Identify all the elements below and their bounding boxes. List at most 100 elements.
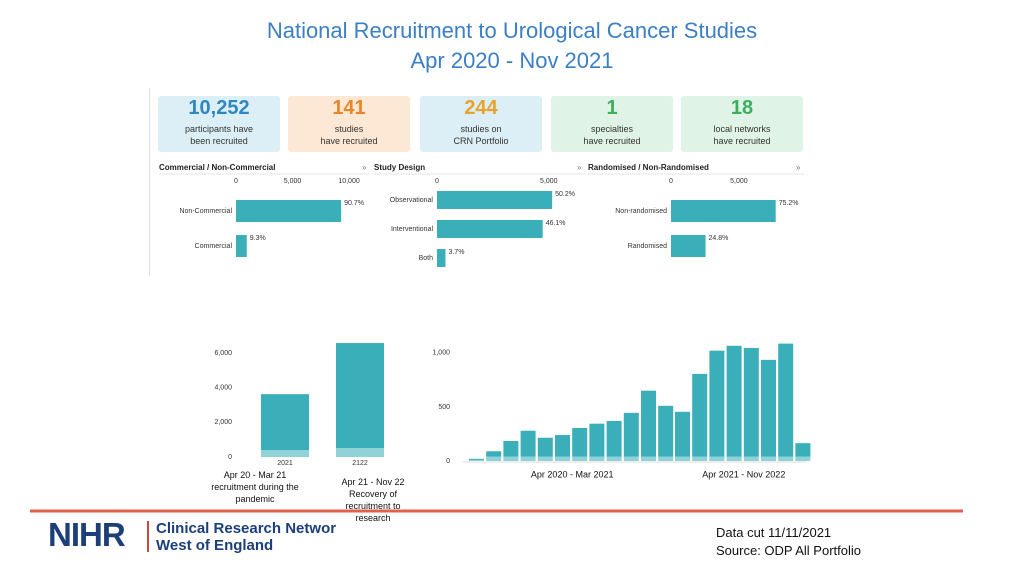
bar-segment bbox=[658, 405, 674, 457]
chevron: » bbox=[577, 163, 582, 172]
value-label: 50.2% bbox=[555, 191, 575, 198]
category-label: Both bbox=[419, 255, 434, 262]
kpi-label: local networks have recruited bbox=[713, 124, 771, 146]
kpi-label: specialties have recruited bbox=[583, 124, 641, 146]
kpi-label: studies on CRN Portfolio bbox=[453, 124, 509, 146]
bar-segment bbox=[572, 428, 588, 457]
category-label: Observational bbox=[390, 197, 434, 204]
kpi-label: studies have recruited bbox=[320, 124, 378, 146]
bar-segment bbox=[469, 458, 484, 460]
kpi-value: 18 bbox=[730, 97, 754, 119]
chart-title: Randomised / Non-Randomised bbox=[588, 163, 709, 172]
bar-segment bbox=[623, 412, 639, 457]
kpi-value: 1 bbox=[606, 97, 618, 119]
chart-title: Commercial / Non-Commercial bbox=[159, 163, 275, 172]
annotation: Apr 20 - Mar 21 recruitment during the p… bbox=[211, 470, 299, 504]
x-tick-label: 2021 bbox=[277, 460, 293, 467]
chevron: » bbox=[796, 163, 801, 172]
value-label: 90.7% bbox=[344, 200, 364, 207]
x-tick-label: 0 bbox=[435, 178, 439, 185]
bar-segment bbox=[589, 423, 605, 457]
y-tick-label: 1,000 bbox=[432, 350, 450, 357]
category-label: Commercial bbox=[195, 243, 233, 250]
bar-segment bbox=[606, 456, 622, 461]
bar-segment bbox=[336, 447, 384, 457]
bar-segment bbox=[537, 456, 553, 461]
bar-segment bbox=[486, 451, 502, 457]
bar-segment bbox=[555, 456, 570, 461]
kpi-label: participants have been recruited bbox=[184, 124, 254, 146]
bar-segment bbox=[709, 456, 725, 461]
data-note: Data cut 11/11/2021 Source: ODP All Port… bbox=[716, 525, 861, 558]
kpi-card: 141 studies have recruited bbox=[288, 96, 410, 152]
bar-segment bbox=[336, 343, 384, 448]
x-tick-label: 5,000 bbox=[730, 178, 748, 185]
bar-segment bbox=[623, 456, 639, 461]
y-tick-label: 0 bbox=[446, 458, 450, 465]
bar-segment bbox=[795, 443, 811, 457]
bar-segment bbox=[743, 456, 759, 461]
value-label: 24.8% bbox=[709, 235, 729, 242]
bar bbox=[437, 220, 543, 238]
kpi-card: 244 studies on CRN Portfolio bbox=[420, 96, 542, 152]
bar bbox=[437, 249, 446, 267]
y-tick-label: 6,000 bbox=[214, 350, 232, 357]
network-name: Clinical Research Networ bbox=[156, 520, 337, 537]
y-tick-label: 2,000 bbox=[214, 419, 232, 426]
y-tick-label: 4,000 bbox=[214, 385, 232, 392]
bar bbox=[437, 191, 553, 209]
kpi-card: 1 specialties have recruited bbox=[551, 96, 673, 152]
bar-segment bbox=[572, 456, 588, 461]
bar-segment bbox=[555, 435, 570, 457]
bar bbox=[671, 235, 706, 257]
bar bbox=[236, 235, 247, 257]
annotation: Apr 21 - Nov 22 Recovery of recruitment … bbox=[341, 477, 405, 523]
subtitle: Apr 2020 - Nov 2021 bbox=[410, 48, 614, 73]
category-label: Interventional bbox=[391, 226, 433, 233]
region-name: West of England bbox=[156, 537, 274, 554]
bar-segment bbox=[761, 456, 776, 461]
bar-segment bbox=[486, 456, 502, 461]
bar-segment bbox=[726, 456, 742, 461]
bar-segment bbox=[589, 456, 605, 461]
bar-segment bbox=[503, 440, 519, 457]
bar-segment bbox=[641, 456, 656, 461]
x-tick-label: 0 bbox=[234, 178, 238, 185]
bar-segment bbox=[675, 456, 690, 461]
logo: NIHR bbox=[48, 516, 126, 553]
kpi-value: 141 bbox=[332, 97, 366, 119]
category-label: Randomised bbox=[628, 243, 667, 250]
y-tick-label: 0 bbox=[228, 454, 232, 461]
group-label: Apr 2020 - Mar 2021 bbox=[531, 469, 614, 479]
bar-segment bbox=[261, 394, 309, 451]
title: National Recruitment to Urological Cance… bbox=[266, 18, 758, 43]
value-label: 75.2% bbox=[779, 200, 799, 207]
x-tick-label: 5,000 bbox=[284, 178, 302, 185]
chevron: » bbox=[362, 163, 367, 172]
bar-segment bbox=[761, 359, 776, 457]
bar-segment bbox=[469, 459, 484, 461]
bar-segment bbox=[692, 373, 708, 457]
x-tick-label: 2122 bbox=[352, 460, 368, 467]
bar-segment bbox=[520, 456, 536, 461]
bar-segment bbox=[606, 420, 622, 457]
value-label: 3.7% bbox=[448, 249, 464, 256]
kpi-value: 10,252 bbox=[188, 97, 250, 119]
bar bbox=[671, 200, 776, 222]
kpi-card: 18 local networks have recruited bbox=[681, 96, 803, 152]
kpi-value: 244 bbox=[464, 97, 498, 119]
y-tick-label: 500 bbox=[438, 404, 450, 411]
bar-segment bbox=[503, 456, 519, 461]
kpi-card: 10,252 participants have been recruited bbox=[158, 96, 280, 152]
value-label: 9.3% bbox=[250, 235, 266, 242]
value-label: 46.1% bbox=[546, 220, 566, 227]
group-label: Apr 2021 - Nov 2022 bbox=[702, 469, 785, 479]
bar-segment bbox=[692, 456, 708, 461]
bar-segment bbox=[778, 343, 794, 457]
bar-segment bbox=[795, 456, 811, 461]
chart-title: Study Design bbox=[374, 163, 425, 172]
bar-segment bbox=[537, 437, 553, 457]
category-label: Non-Commercial bbox=[179, 208, 232, 215]
